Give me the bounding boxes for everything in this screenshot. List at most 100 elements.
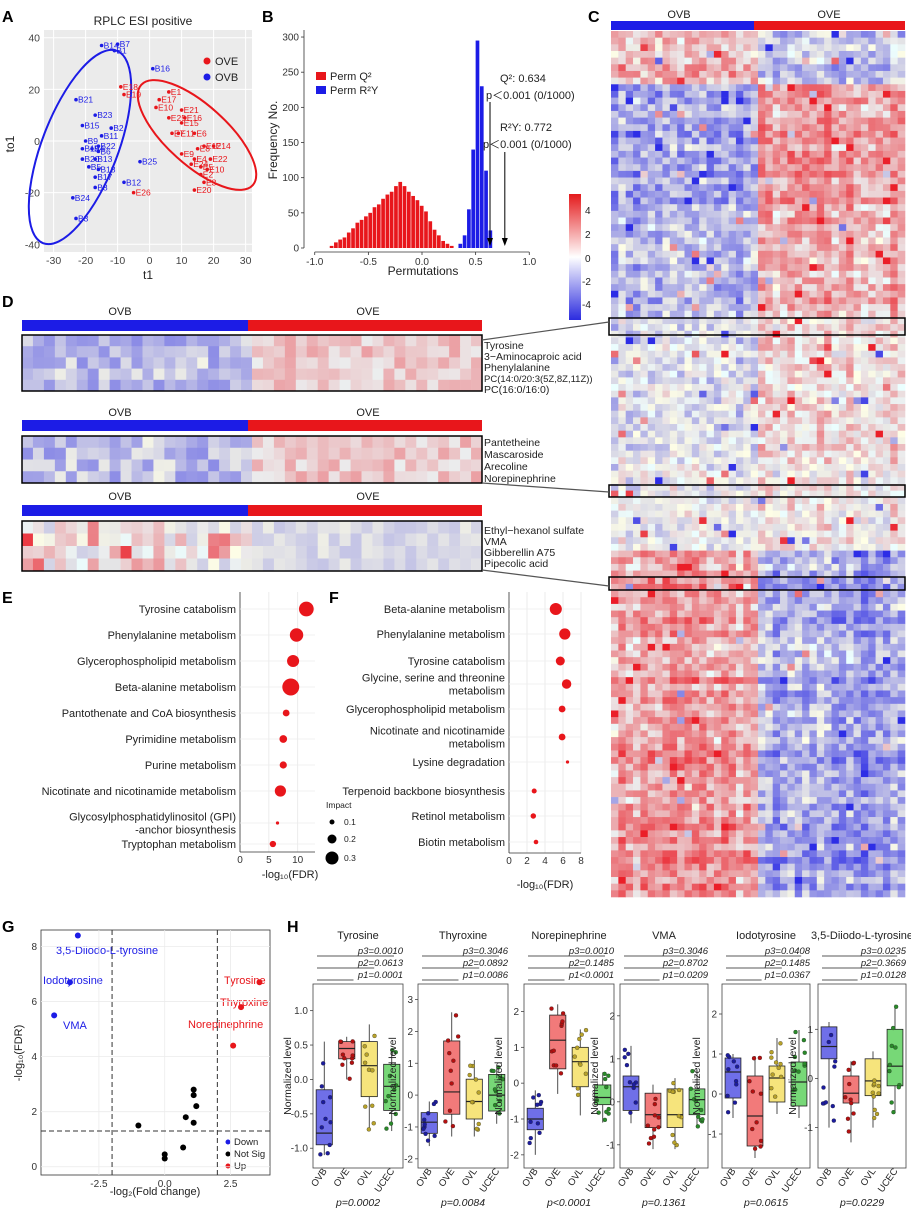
heatmap-c-cell — [780, 610, 788, 618]
heatmap-c-cell — [890, 217, 898, 225]
heatmap-c-cell — [743, 563, 751, 571]
heatmap-c-cell — [611, 690, 619, 698]
heatmap-c-cell — [743, 737, 751, 745]
heatmap-c-cell — [882, 510, 891, 518]
heatmap-c-cell — [662, 390, 671, 398]
heatmap-c-cell — [691, 64, 700, 72]
heatmap-c-cell — [816, 670, 825, 678]
heatmap-c-cell — [846, 550, 854, 558]
heatmap-c-cell — [728, 617, 737, 625]
heatmap-c-cell — [625, 390, 634, 398]
heatmap-c-cell — [860, 397, 869, 405]
heatmap-c-cell — [713, 630, 722, 638]
heatmap-c-cell — [802, 477, 810, 485]
heatmap-c-cell — [647, 324, 656, 332]
heatmap-c-cell — [868, 557, 876, 565]
heatmap-c-cell — [684, 384, 693, 392]
heatmap-c-cell — [831, 90, 840, 98]
bar-q2-10 — [372, 207, 377, 248]
point-e26 — [131, 190, 136, 195]
heatmap-c-cell — [662, 64, 671, 72]
heatmap-c-cell — [677, 477, 685, 485]
heatmap-c-cell — [684, 723, 693, 731]
heatmap-c-cell — [809, 390, 818, 398]
heatmap-c-cell — [618, 603, 626, 611]
heatmap-c-cell — [699, 617, 707, 625]
heatmap-c-cell — [662, 710, 671, 718]
heatmap-c-cell — [691, 304, 700, 312]
heatmap-c-cell — [809, 457, 818, 465]
heatmap-c-cell — [890, 464, 898, 471]
heatmap-c-cell — [699, 217, 707, 225]
heatmap-c-cell — [765, 430, 773, 438]
heatmap-c-cell — [713, 144, 722, 152]
heatmap-c-cell — [684, 377, 693, 385]
heatmap-c-cell — [735, 457, 744, 465]
heatmap-c-cell — [816, 557, 825, 565]
heatmap-c-cell — [699, 31, 707, 38]
heatmap-c-cell — [750, 150, 759, 158]
heatmap-c-cell — [684, 563, 693, 571]
heatmap-c-cell — [618, 543, 626, 551]
heatmap-c-cell — [662, 130, 671, 138]
heatmap-c-cell — [816, 244, 825, 252]
heatmap-c-cell — [684, 710, 693, 718]
heatmap-c-cell — [809, 130, 818, 138]
heatmap-c-cell — [875, 650, 884, 658]
heatmap-c-cell — [669, 90, 678, 98]
heatmap-c-cell — [662, 430, 671, 438]
heatmap-c-cell — [669, 157, 678, 165]
heatmap-c-cell — [721, 597, 729, 605]
heatmap-c-cell — [713, 364, 722, 372]
heatmap-c-cell — [633, 677, 641, 685]
heatmap-c-cell — [838, 84, 847, 92]
heatmap-c-cell — [758, 464, 766, 471]
heatmap-c-cell — [846, 157, 854, 165]
heatmap-c-cell — [750, 37, 759, 45]
heatmap-c-cell — [765, 657, 773, 665]
heatmap-c-cell — [846, 530, 854, 538]
heatmap-c-cell — [647, 170, 656, 178]
heatmap-c-cell — [713, 543, 722, 551]
heatmap-c-cell — [647, 797, 656, 805]
heatmap-c-cell — [853, 224, 862, 232]
point-label-b15: B15 — [84, 121, 99, 131]
heatmap-c-cell — [802, 710, 810, 718]
heatmap-c-cell — [765, 97, 773, 105]
heatmap-c-cell — [897, 490, 906, 498]
heatmap-c-cell — [706, 770, 715, 778]
heatmap-c-cell — [897, 470, 906, 478]
heatmap-c-cell — [743, 444, 751, 451]
heatmap-c-cell — [750, 164, 759, 172]
heatmap-c-cell — [831, 803, 840, 811]
heatmap-c-cell — [684, 650, 693, 658]
heatmap-c-cell — [780, 397, 788, 405]
heatmap-c-cell — [890, 184, 898, 192]
heatmap-c-cell — [706, 603, 715, 611]
heatmap-c-cell — [618, 810, 626, 818]
point-b12 — [122, 180, 126, 185]
heatmap-c-cell — [655, 284, 663, 292]
heatmap-c-cell — [655, 750, 663, 758]
heatmap-c-cell — [816, 603, 825, 611]
heatmap-c-cell — [816, 530, 825, 538]
heatmap-c-cell — [611, 783, 619, 791]
heatmap-c-cell — [684, 64, 693, 72]
heatmap-c-cell — [802, 723, 810, 731]
heatmap-c-cell — [640, 297, 649, 305]
heatmap-c-cell — [794, 410, 803, 418]
heatmap-c-cell — [633, 297, 641, 305]
heatmap-c-cell — [611, 217, 619, 225]
heatmap-c-cell — [677, 623, 685, 631]
heatmap-c-cell — [765, 630, 773, 638]
heatmap-c-cell — [633, 817, 641, 825]
heatmap-c-cell — [684, 763, 693, 771]
heatmap-c-cell — [669, 723, 678, 731]
heatmap-c-cell — [853, 530, 862, 538]
heatmap-c-cell — [809, 64, 818, 72]
heatmap-c-cell — [684, 350, 693, 358]
heatmap-c-cell — [875, 244, 884, 252]
point-b13 — [93, 157, 97, 161]
heatmap-c-cell — [860, 410, 869, 418]
heatmap-c-cell — [611, 397, 619, 405]
